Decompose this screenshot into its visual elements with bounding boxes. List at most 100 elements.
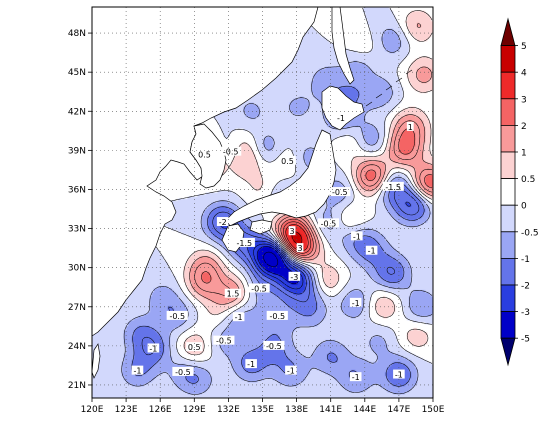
contour-label: -1 [235,313,243,322]
contour-label: 3 [297,244,302,253]
contour-label: -1.5 [385,183,401,192]
contour-label-bg [224,288,242,298]
y-tick-label: 36N [68,185,86,195]
contour-label: -0.5 [266,342,282,351]
x-tick-label: 126E [149,405,172,415]
gridlines [92,7,433,398]
colorbar-label: 0.5 [521,175,535,185]
contour-label: -0.5 [251,285,267,294]
y-tick-label: 39N [68,146,86,156]
colorbar-segment [500,257,516,286]
colorbar-segment [500,98,516,126]
contour-line [253,243,304,290]
colorbar-segment [500,71,516,100]
contour-label-bg [186,342,203,352]
colorbar-segment [500,17,516,46]
colorbar: 5 4 3 2 1 0.5 0 -0.5 -1 -2 -3 -5 [500,17,539,367]
contour-label-bg [131,365,144,375]
contour-label-bg [285,365,297,375]
contour-label-bg [365,245,378,255]
colorbar-label: 1 [521,149,527,159]
y-tick-label: 48N [68,29,86,39]
contour-label: -3 [290,273,298,282]
contour-label: -0.5 [175,368,191,377]
colorbar-label: 2 [521,122,527,132]
contour-label: 0.5 [198,150,211,159]
contour-line [183,10,433,356]
contour-label-bg [220,146,242,156]
contour-label: -0.5 [332,188,348,197]
contour-label-bg [329,187,351,197]
colorbar-label: -3 [521,308,530,318]
contour-label: -1 [352,299,360,308]
colorbar-segment [500,151,516,180]
contour-label-bg [166,310,188,320]
contour-label-bg [232,312,245,322]
contour-label: -0.5 [321,219,337,228]
x-tick-label: 123E [115,405,138,415]
sakhalin-island [331,7,355,85]
y-tick-label: 24N [68,342,86,352]
colorbar-segment [500,45,516,73]
contour-label: -0.5 [223,148,239,157]
colorbar-label: 3 [521,95,527,105]
contour-label-bg [296,243,304,253]
x-tick-label: 129E [183,405,206,415]
contour-label-bg [382,181,404,191]
contour-label-bg [245,359,257,369]
contour-line [283,221,312,254]
colorbar-segment [500,337,516,367]
mainland-coast [92,7,319,337]
contour-label: -0.5 [216,337,232,346]
y-tick-label: 21N [68,381,86,391]
x-tick-label: 138E [285,405,308,415]
contour-label: -1 [337,114,345,123]
contour-label: -1 [353,232,361,241]
colorbar-label: -5 [521,335,530,345]
y-tick-label: 33N [68,225,86,235]
y-tick-label: 42N [68,107,86,117]
x-tick-label: 150E [422,405,445,415]
contour-label-bg [406,121,414,131]
taiwan-island [92,343,101,379]
contour-label-bg [213,335,235,345]
contour-label: -2 [219,218,227,227]
contour-label: 3 [290,227,295,236]
x-tick-label: 147E [387,405,410,415]
contour-label-bg [147,343,160,353]
contour-label-bg [248,283,270,293]
contour-label: -1 [368,247,376,256]
colorbar-segment [500,125,516,153]
contour-line [194,120,433,296]
contour-label-bg [349,372,362,382]
colorbar-label: -2 [521,282,530,292]
colorbar-label: 5 [521,42,527,52]
contour-lines [92,7,433,395]
contour-label-bg [393,369,405,379]
plot-area: 3 -3 3 -1.5 1.5 -2 -1.5 1 -1 -1 -1 -1 -1 -1 -1 -0.5 0.5 -… [92,7,433,398]
contour-label-bg [317,218,340,228]
x-tick-label: 132E [217,405,240,415]
y-axis-ticks: 21N 24N 27N 30N 33N 36N 39N 42N 45N 48N [68,29,92,391]
x-tick-label: 135E [251,405,274,415]
y-tick-label: 45N [68,68,86,78]
contour-label-bg [288,226,296,236]
colorbar-label: 4 [521,69,527,79]
honshu-island [225,129,337,227]
shikoku-island [249,219,273,235]
contour-label: -1 [149,344,157,353]
x-tick-label: 120E [81,405,104,415]
contour-label-bg [279,155,296,165]
y-tick-label: 27N [68,303,86,313]
contour-label-bg [349,297,362,307]
colorbar-segment [500,311,516,339]
contour-label-bg [266,310,288,320]
colorbar-segment [500,284,516,313]
contour-label-bg [335,112,347,122]
contour-label-bg [263,340,285,350]
contour-label-bg [172,366,194,376]
contour-label: -1 [287,367,295,376]
kuril-islands [365,69,413,107]
contour-line [201,128,433,284]
contour-label-bg [288,271,301,281]
